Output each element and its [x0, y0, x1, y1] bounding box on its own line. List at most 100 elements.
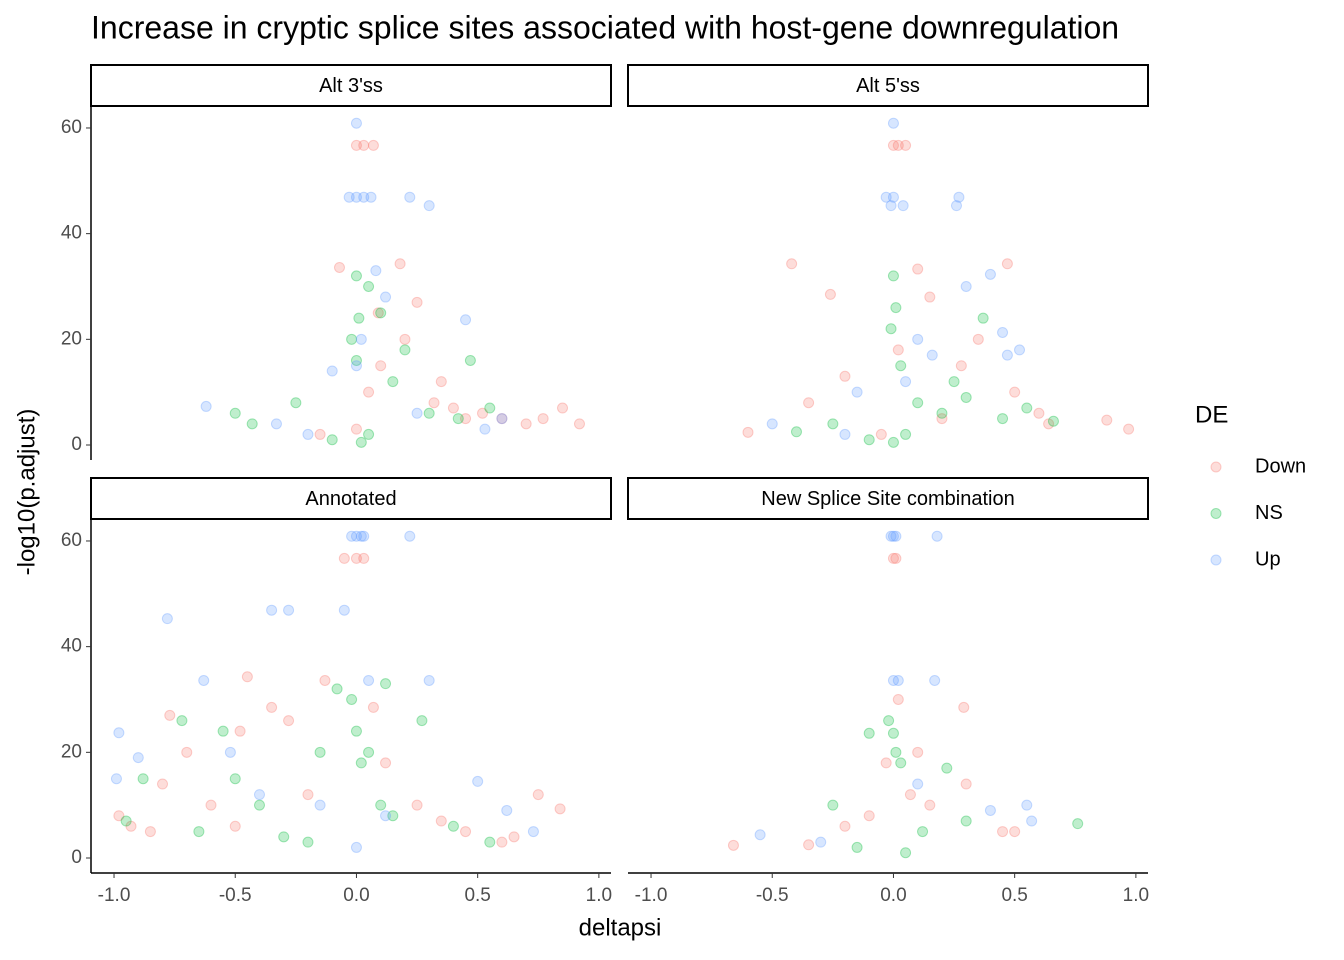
point [815, 836, 827, 848]
point [343, 191, 355, 203]
point [890, 552, 902, 564]
point [246, 418, 258, 430]
point [984, 804, 996, 816]
point [367, 139, 379, 151]
point [508, 831, 520, 843]
point [1047, 415, 1059, 427]
point [125, 820, 137, 832]
point [900, 428, 912, 440]
point [387, 376, 399, 388]
point [350, 270, 362, 282]
point [375, 360, 387, 372]
point [766, 418, 778, 430]
point [302, 789, 314, 801]
point [290, 397, 302, 409]
y-tick-label: 0 [71, 847, 82, 868]
point [727, 839, 739, 851]
point [278, 831, 290, 843]
x-tick-label: 0.0 [880, 885, 906, 906]
facet-label: New Splice Site combination [761, 488, 1014, 510]
point [839, 820, 851, 832]
point [890, 302, 902, 314]
point [900, 376, 912, 388]
point [960, 391, 972, 403]
point [157, 778, 169, 790]
point [113, 727, 125, 739]
point [890, 746, 902, 758]
point [350, 423, 362, 435]
point [912, 333, 924, 345]
point [1123, 423, 1135, 435]
point [358, 139, 370, 151]
point [955, 360, 967, 372]
point [338, 552, 350, 564]
point [892, 139, 904, 151]
point [941, 762, 953, 774]
point [1009, 826, 1021, 838]
point [241, 671, 253, 683]
point [754, 829, 766, 841]
point [319, 674, 331, 686]
point [887, 139, 899, 151]
point [399, 333, 411, 345]
point [346, 333, 358, 345]
point [863, 810, 875, 822]
point [839, 370, 851, 382]
point [350, 117, 362, 129]
point [387, 810, 399, 822]
x-tick-label: 1.0 [1123, 885, 1149, 906]
point [897, 200, 909, 212]
point [350, 360, 362, 372]
point [423, 407, 435, 419]
point [554, 803, 566, 815]
point [367, 701, 379, 713]
facet-label: Alt 3'ss [319, 75, 383, 97]
point [120, 815, 132, 827]
point [887, 727, 899, 739]
point [355, 436, 367, 448]
point [501, 804, 513, 816]
point [460, 413, 472, 425]
point [827, 418, 839, 430]
point [527, 826, 539, 838]
x-tick-label: 1.0 [586, 885, 612, 906]
point [302, 836, 314, 848]
point [892, 693, 904, 705]
facet-label: Annotated [305, 488, 396, 510]
point [1001, 349, 1013, 361]
point [266, 701, 278, 713]
point [326, 434, 338, 446]
x-tick-label: -1.0 [635, 885, 668, 906]
x-tick-label: 0.5 [1001, 885, 1027, 906]
facet-label: Alt 5'ss [856, 75, 920, 97]
legend-label: Down [1255, 455, 1306, 477]
point [270, 418, 282, 430]
point [234, 725, 246, 737]
point [428, 397, 440, 409]
point [363, 280, 375, 292]
point [912, 778, 924, 790]
point [924, 291, 936, 303]
point [887, 191, 899, 203]
point [375, 799, 387, 811]
point [435, 815, 447, 827]
point [824, 288, 836, 300]
point [972, 333, 984, 345]
point [960, 778, 972, 790]
point [358, 191, 370, 203]
point [353, 312, 365, 324]
point [363, 746, 375, 758]
point [350, 725, 362, 737]
point [997, 326, 1009, 338]
point [532, 789, 544, 801]
point [895, 360, 907, 372]
point [890, 530, 902, 542]
point [314, 428, 326, 440]
point [887, 270, 899, 282]
point [355, 530, 367, 542]
point [887, 436, 899, 448]
legend-key [1210, 461, 1222, 473]
point [948, 376, 960, 388]
point [912, 263, 924, 275]
legend-title: DE [1195, 401, 1228, 428]
